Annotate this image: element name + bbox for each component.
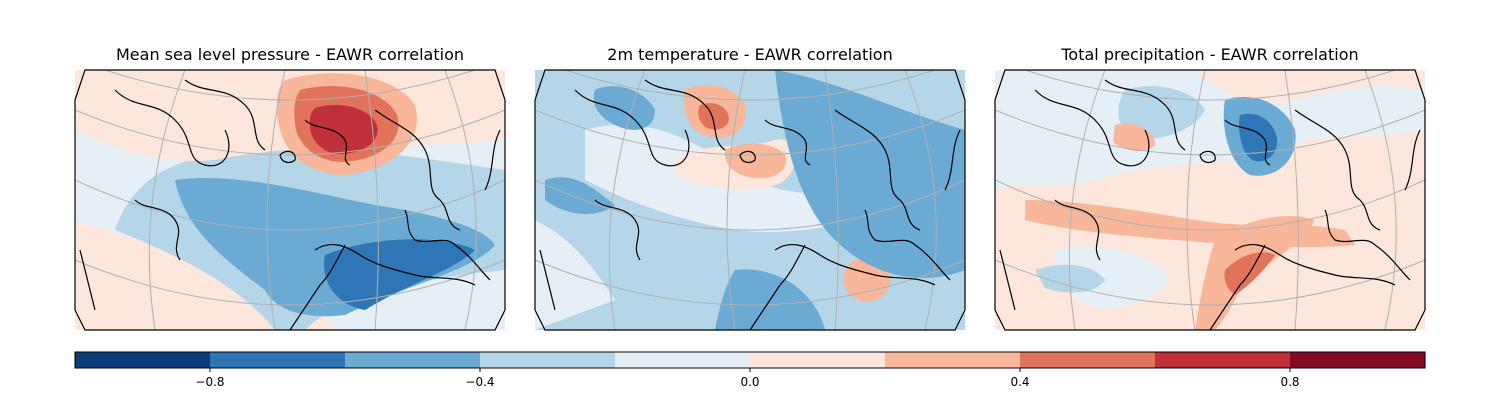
map-frame — [74, 69, 506, 331]
colorbar-segment — [750, 352, 886, 368]
colorbar-segment — [1290, 352, 1426, 368]
colorbar-ticks: −0.8 −0.4 0.0 0.4 0.8 — [195, 368, 1300, 389]
map-panel-precip — [994, 69, 1426, 331]
map-panel-t2m — [534, 69, 966, 331]
colorbar-segment — [345, 352, 481, 368]
colorbar-segment — [885, 352, 1021, 368]
colorbar-segment — [1155, 352, 1291, 368]
panel-title-t2m: 2m temperature - EAWR correlation — [607, 45, 893, 64]
field-positive-very-strong — [309, 104, 378, 154]
coastlines — [79, 79, 501, 331]
panel-title-mslp: Mean sea level pressure - EAWR correlati… — [116, 45, 464, 64]
colorbar-segment — [1020, 352, 1156, 368]
field-positive-moderate-iceland — [724, 143, 786, 179]
colorbar-segment — [75, 352, 211, 368]
colorbar-segment — [210, 352, 346, 368]
coastlines — [999, 79, 1421, 331]
colorbar-segment — [480, 352, 616, 368]
map-frame — [994, 69, 1426, 331]
colorbar-tick-label: 0.4 — [1010, 375, 1029, 389]
map-frame — [534, 69, 966, 331]
field-negative-strong-scandinavia — [1239, 113, 1278, 162]
colorbar-tick-label: 0.8 — [1280, 375, 1299, 389]
graticule — [74, 69, 506, 331]
colorbar-tick-label: −0.8 — [195, 375, 224, 389]
colorbar: −0.8 −0.4 0.0 0.4 0.8 — [74, 351, 1426, 389]
field-neutral-southwest — [1054, 246, 1167, 310]
field-neutral-north — [995, 70, 1425, 190]
colorbar-segments — [75, 352, 1426, 368]
panel-title-precip: Total precipitation - EAWR correlation — [1061, 45, 1359, 64]
field-positive-moderate-greenland — [1113, 123, 1155, 152]
map-panel-mslp — [74, 69, 506, 331]
graticule — [994, 69, 1426, 331]
field-negative-moderate-europe — [775, 70, 965, 279]
colorbar-tick-label: 0.0 — [740, 375, 759, 389]
field-negative-strong — [324, 239, 475, 310]
field-positive-strong-greenland — [698, 103, 729, 130]
field-positive-strong-med — [1224, 252, 1275, 295]
colorbar-segment — [615, 352, 751, 368]
graticule — [534, 69, 966, 331]
coastlines — [539, 79, 961, 331]
colorbar-tick-label: −0.4 — [465, 375, 494, 389]
field-negative-moderate-northwest — [593, 86, 655, 130]
